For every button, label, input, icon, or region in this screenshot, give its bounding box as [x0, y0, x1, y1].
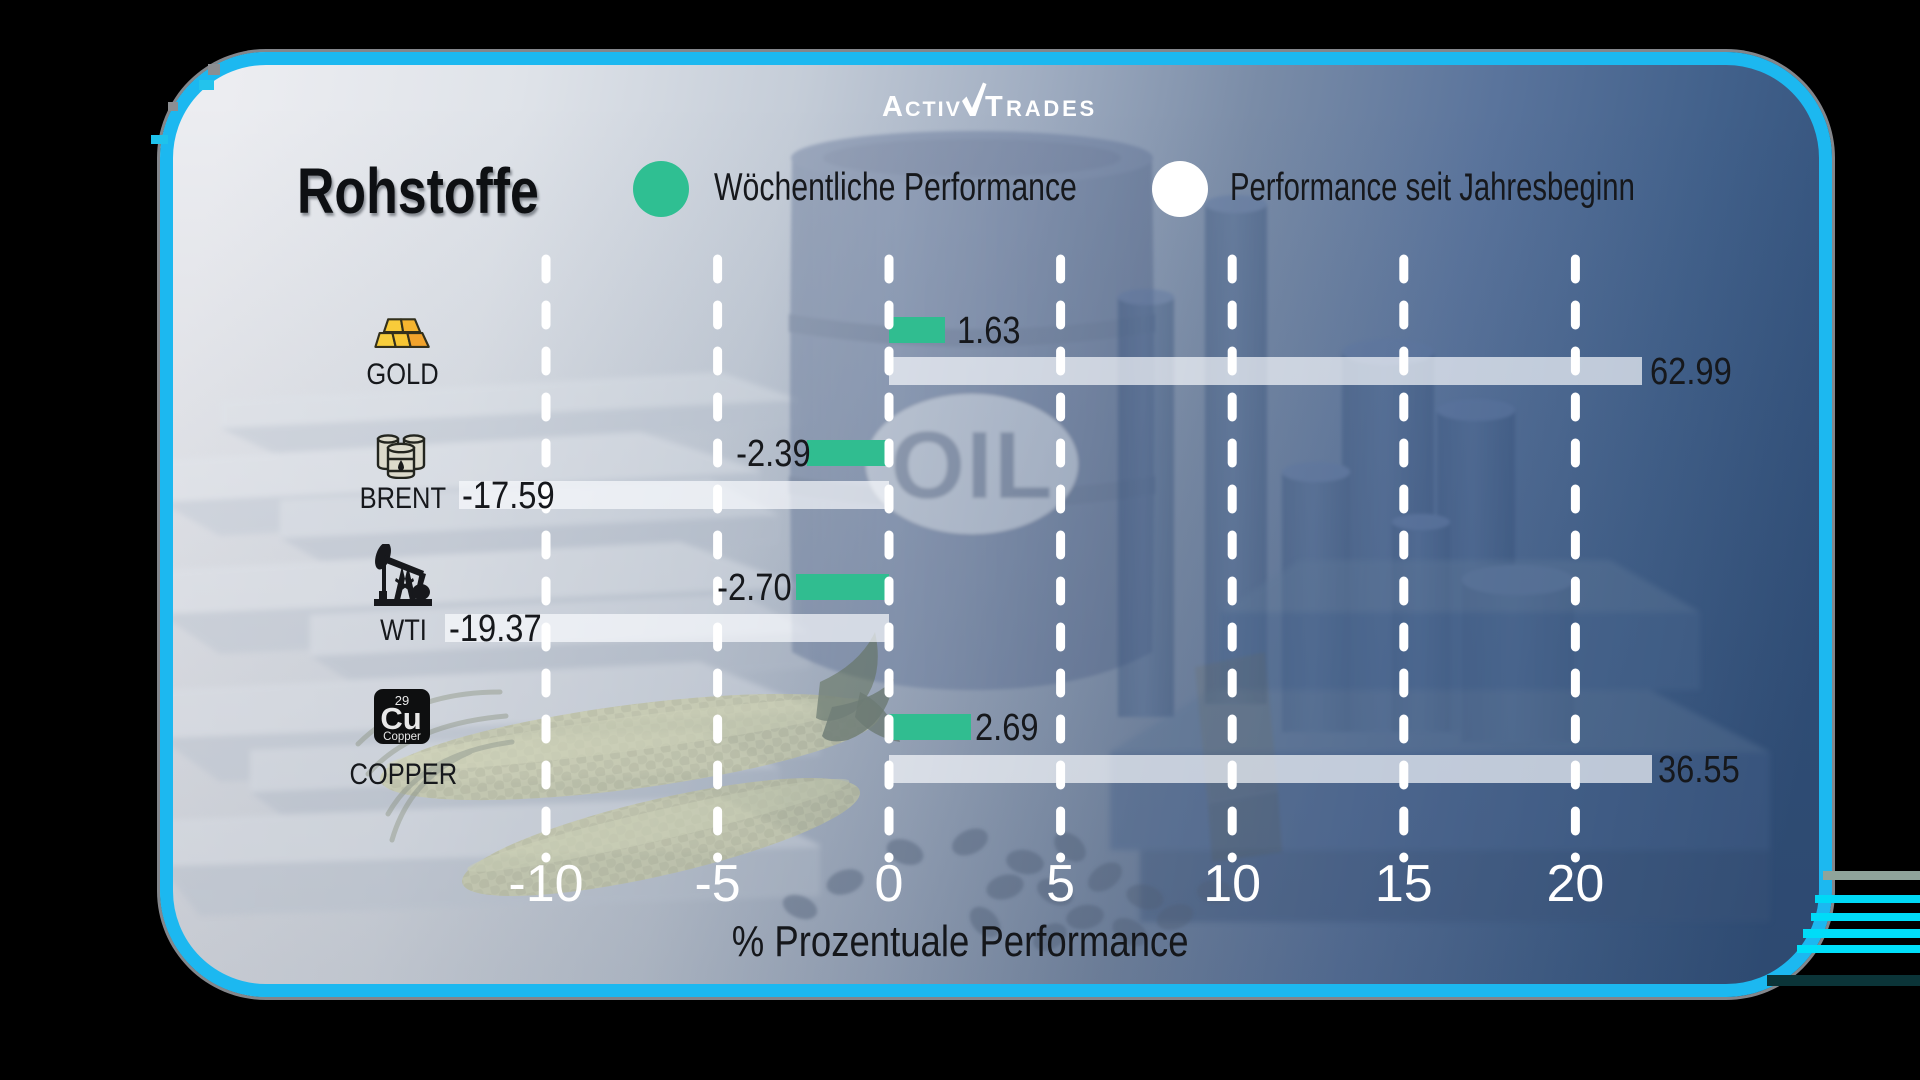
svg-text:RADES: RADES	[1006, 96, 1097, 121]
svg-text:A: A	[882, 91, 905, 123]
svg-text:OIL: OIL	[891, 412, 1054, 519]
svg-text:Copper: Copper	[383, 731, 421, 743]
svg-text:29: 29	[395, 693, 409, 708]
svg-text:T: T	[985, 91, 1005, 123]
svg-text:CTIV: CTIV	[905, 97, 962, 121]
svg-text:Cu: Cu	[380, 701, 421, 736]
